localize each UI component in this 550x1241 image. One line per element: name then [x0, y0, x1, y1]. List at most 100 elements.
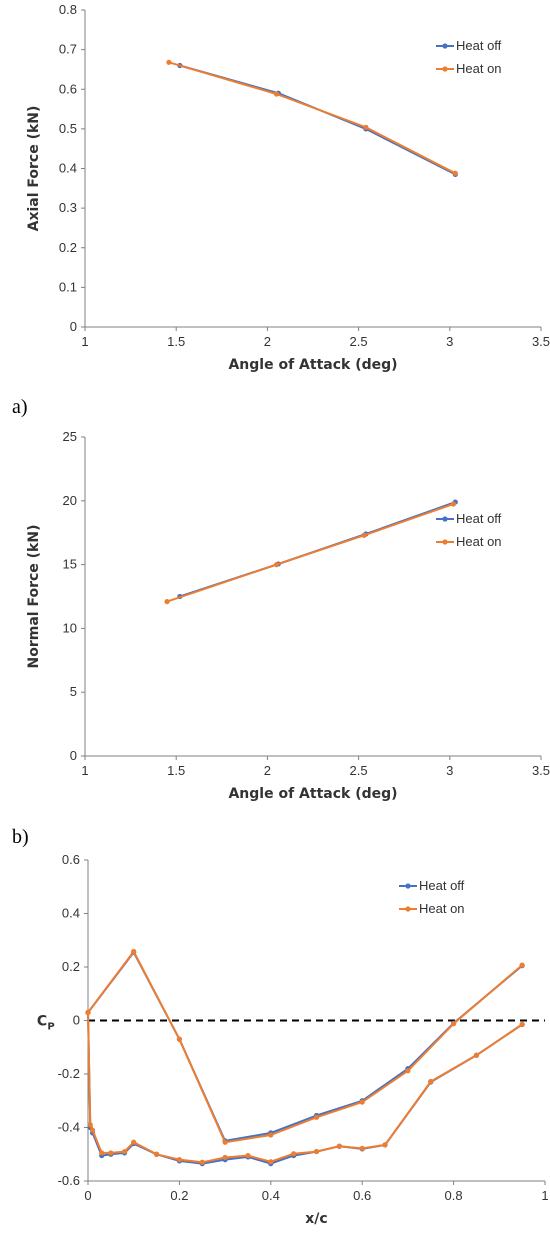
data-point-heat-on: [428, 1078, 434, 1085]
legend-label-heat-on: Heat on: [456, 534, 502, 549]
x-tick-label: 3.5: [532, 763, 550, 778]
data-point-heat-on: [359, 1099, 365, 1105]
data-point-heat-on: [519, 1021, 525, 1028]
y-tick-label: 0.3: [59, 200, 77, 215]
y-axis-label: Axial Force (kN): [26, 106, 42, 232]
y-tick-label: 0.6: [62, 852, 80, 867]
y-axis-label: Normal Force (kN): [26, 525, 42, 669]
data-point-heat-on: [313, 1148, 320, 1155]
series-line-heat-off: [87, 1012, 523, 1165]
legend-marker-heat-on: [442, 539, 448, 545]
legend-marker-heat-on: [405, 906, 411, 912]
x-tick-label: 2: [264, 334, 271, 349]
pressure-coefficient-chart-svg: -0.6 -0.4 -0.2 0 0.2 0.4 0.6 0 0.2 0.4 0.6 0.8 1 x/c C…: [37, 852, 549, 1227]
data-point-heat-on: [473, 1052, 480, 1058]
data-point-heat-on: [361, 532, 367, 538]
y-tick-label: 5: [70, 684, 77, 699]
y-tick-label: 0.5: [59, 121, 77, 136]
y-tick-label: 0.2: [62, 959, 80, 974]
data-point-heat-on: [85, 1009, 91, 1016]
data-point-heat-on: [99, 1150, 105, 1156]
legend-label-heat-on: Heat on: [419, 901, 465, 916]
data-point-heat-on: [382, 1142, 388, 1148]
pressure-coefficient-chart: -0.6 -0.4 -0.2 0 0.2 0.4 0.6 0 0.2 0.4 0.6 0.8 1 x/c C…: [0, 848, 550, 1241]
y-tick-label: 15: [63, 557, 77, 572]
x-tick-label: 2.5: [350, 763, 368, 778]
data-point-heat-on: [363, 124, 369, 130]
data-point-heat-on: [519, 962, 525, 968]
y-tick-label: -0.4: [58, 1120, 80, 1135]
series-line-heat-off: [87, 951, 523, 1142]
legend-label-heat-off: Heat off: [419, 878, 465, 893]
data-point-heat-on: [153, 1151, 160, 1157]
x-tick-label: 1.5: [167, 763, 185, 778]
series-line-heat-on: [87, 950, 523, 1144]
legend-marker-heat-off: [442, 43, 448, 49]
data-point-heat-on: [359, 1145, 365, 1151]
x-tick-label: 0.8: [445, 1188, 463, 1203]
x-axis-label: x/c: [305, 1211, 327, 1227]
data-point-heat-on: [176, 1157, 182, 1163]
series-line-heat-on: [168, 61, 456, 175]
normal-force-chart-svg: 0 5 10 15 20 25 1 1.5 2 2.5 3 3.5 Angle of Attack (d…: [26, 429, 550, 802]
legend-label-heat-off: Heat off: [456, 511, 502, 526]
panel-label-b: b): [12, 826, 29, 848]
y-tick-label: 0.4: [59, 161, 77, 176]
series-line-heat-off: [179, 64, 456, 176]
x-tick-label: 2: [264, 763, 271, 778]
axial-force-chart: 0 0.1 0.2 0.3 0.4 0.5 0.6 0.7 0.8 1 1.5 2 2.5 3 3.5 Ang…: [0, 0, 550, 390]
data-point-heat-on: [291, 1151, 297, 1157]
legend-label-heat-off: Heat off: [456, 38, 502, 53]
legend-label-heat-on: Heat on: [456, 61, 502, 76]
y-tick-label: 0: [70, 319, 77, 334]
data-point-heat-on: [222, 1154, 228, 1161]
data-point-heat-on: [450, 501, 457, 507]
y-tick-label: 20: [63, 493, 77, 508]
x-tick-label: 3: [446, 334, 453, 349]
x-tick-label: 0.2: [170, 1188, 188, 1203]
series-line-heat-on: [166, 503, 454, 603]
x-axis-label: Angle of Attack (deg): [228, 357, 397, 373]
y-axis-label: C: [37, 1014, 47, 1030]
data-point-heat-on: [131, 1139, 137, 1145]
y-tick-label: 0.8: [59, 2, 77, 17]
data-point-heat-on: [121, 1148, 128, 1155]
data-point-heat-on: [222, 1139, 228, 1145]
data-point-heat-on: [176, 1036, 182, 1042]
data-point-heat-on: [336, 1143, 342, 1149]
x-tick-label: 3.5: [532, 334, 550, 349]
data-point-heat-on: [166, 59, 172, 65]
x-tick-label: 1: [81, 334, 88, 349]
data-point-heat-on: [268, 1159, 274, 1165]
y-tick-label: 0.7: [59, 42, 77, 57]
data-point-heat-on: [87, 1122, 93, 1128]
x-tick-label: 3: [446, 763, 453, 778]
x-tick-label: 0: [84, 1188, 91, 1203]
data-point-heat-on: [164, 599, 170, 605]
y-tick-label: -0.6: [58, 1173, 80, 1188]
data-point-heat-on: [405, 1068, 411, 1074]
y-tick-label: 10: [63, 620, 77, 635]
data-point-heat-on: [131, 948, 137, 955]
y-axis-label-subscript: P: [47, 1022, 54, 1033]
y-tick-label: 0: [73, 1013, 80, 1028]
y-tick-label: -0.2: [58, 1066, 80, 1081]
legend-marker-heat-off: [405, 883, 411, 889]
y-tick-label: 0.1: [59, 279, 77, 294]
data-point-heat-on: [273, 562, 280, 568]
legend-marker-heat-on: [442, 66, 448, 72]
axial-force-chart-svg: 0 0.1 0.2 0.3 0.4 0.5 0.6 0.7 0.8 1 1.5 2 2.5 3 3.5 Ang…: [26, 2, 550, 373]
y-tick-label: 0.6: [59, 81, 77, 96]
y-tick-label: 25: [63, 429, 77, 444]
data-point-heat-on: [268, 1132, 274, 1138]
data-point-heat-on: [313, 1114, 320, 1120]
normal-force-chart: 0 5 10 15 20 25 1 1.5 2 2.5 3 3.5 Angle of Attack (d…: [0, 420, 550, 810]
data-point-heat-on: [245, 1152, 251, 1159]
x-tick-label: 1.5: [167, 334, 185, 349]
data-point-heat-on: [451, 1021, 457, 1027]
legend-marker-heat-off: [442, 516, 448, 522]
y-tick-label: 0.2: [59, 240, 77, 255]
data-point-heat-on: [273, 91, 280, 97]
x-tick-label: 0.6: [353, 1188, 371, 1203]
x-tick-label: 2.5: [350, 334, 368, 349]
